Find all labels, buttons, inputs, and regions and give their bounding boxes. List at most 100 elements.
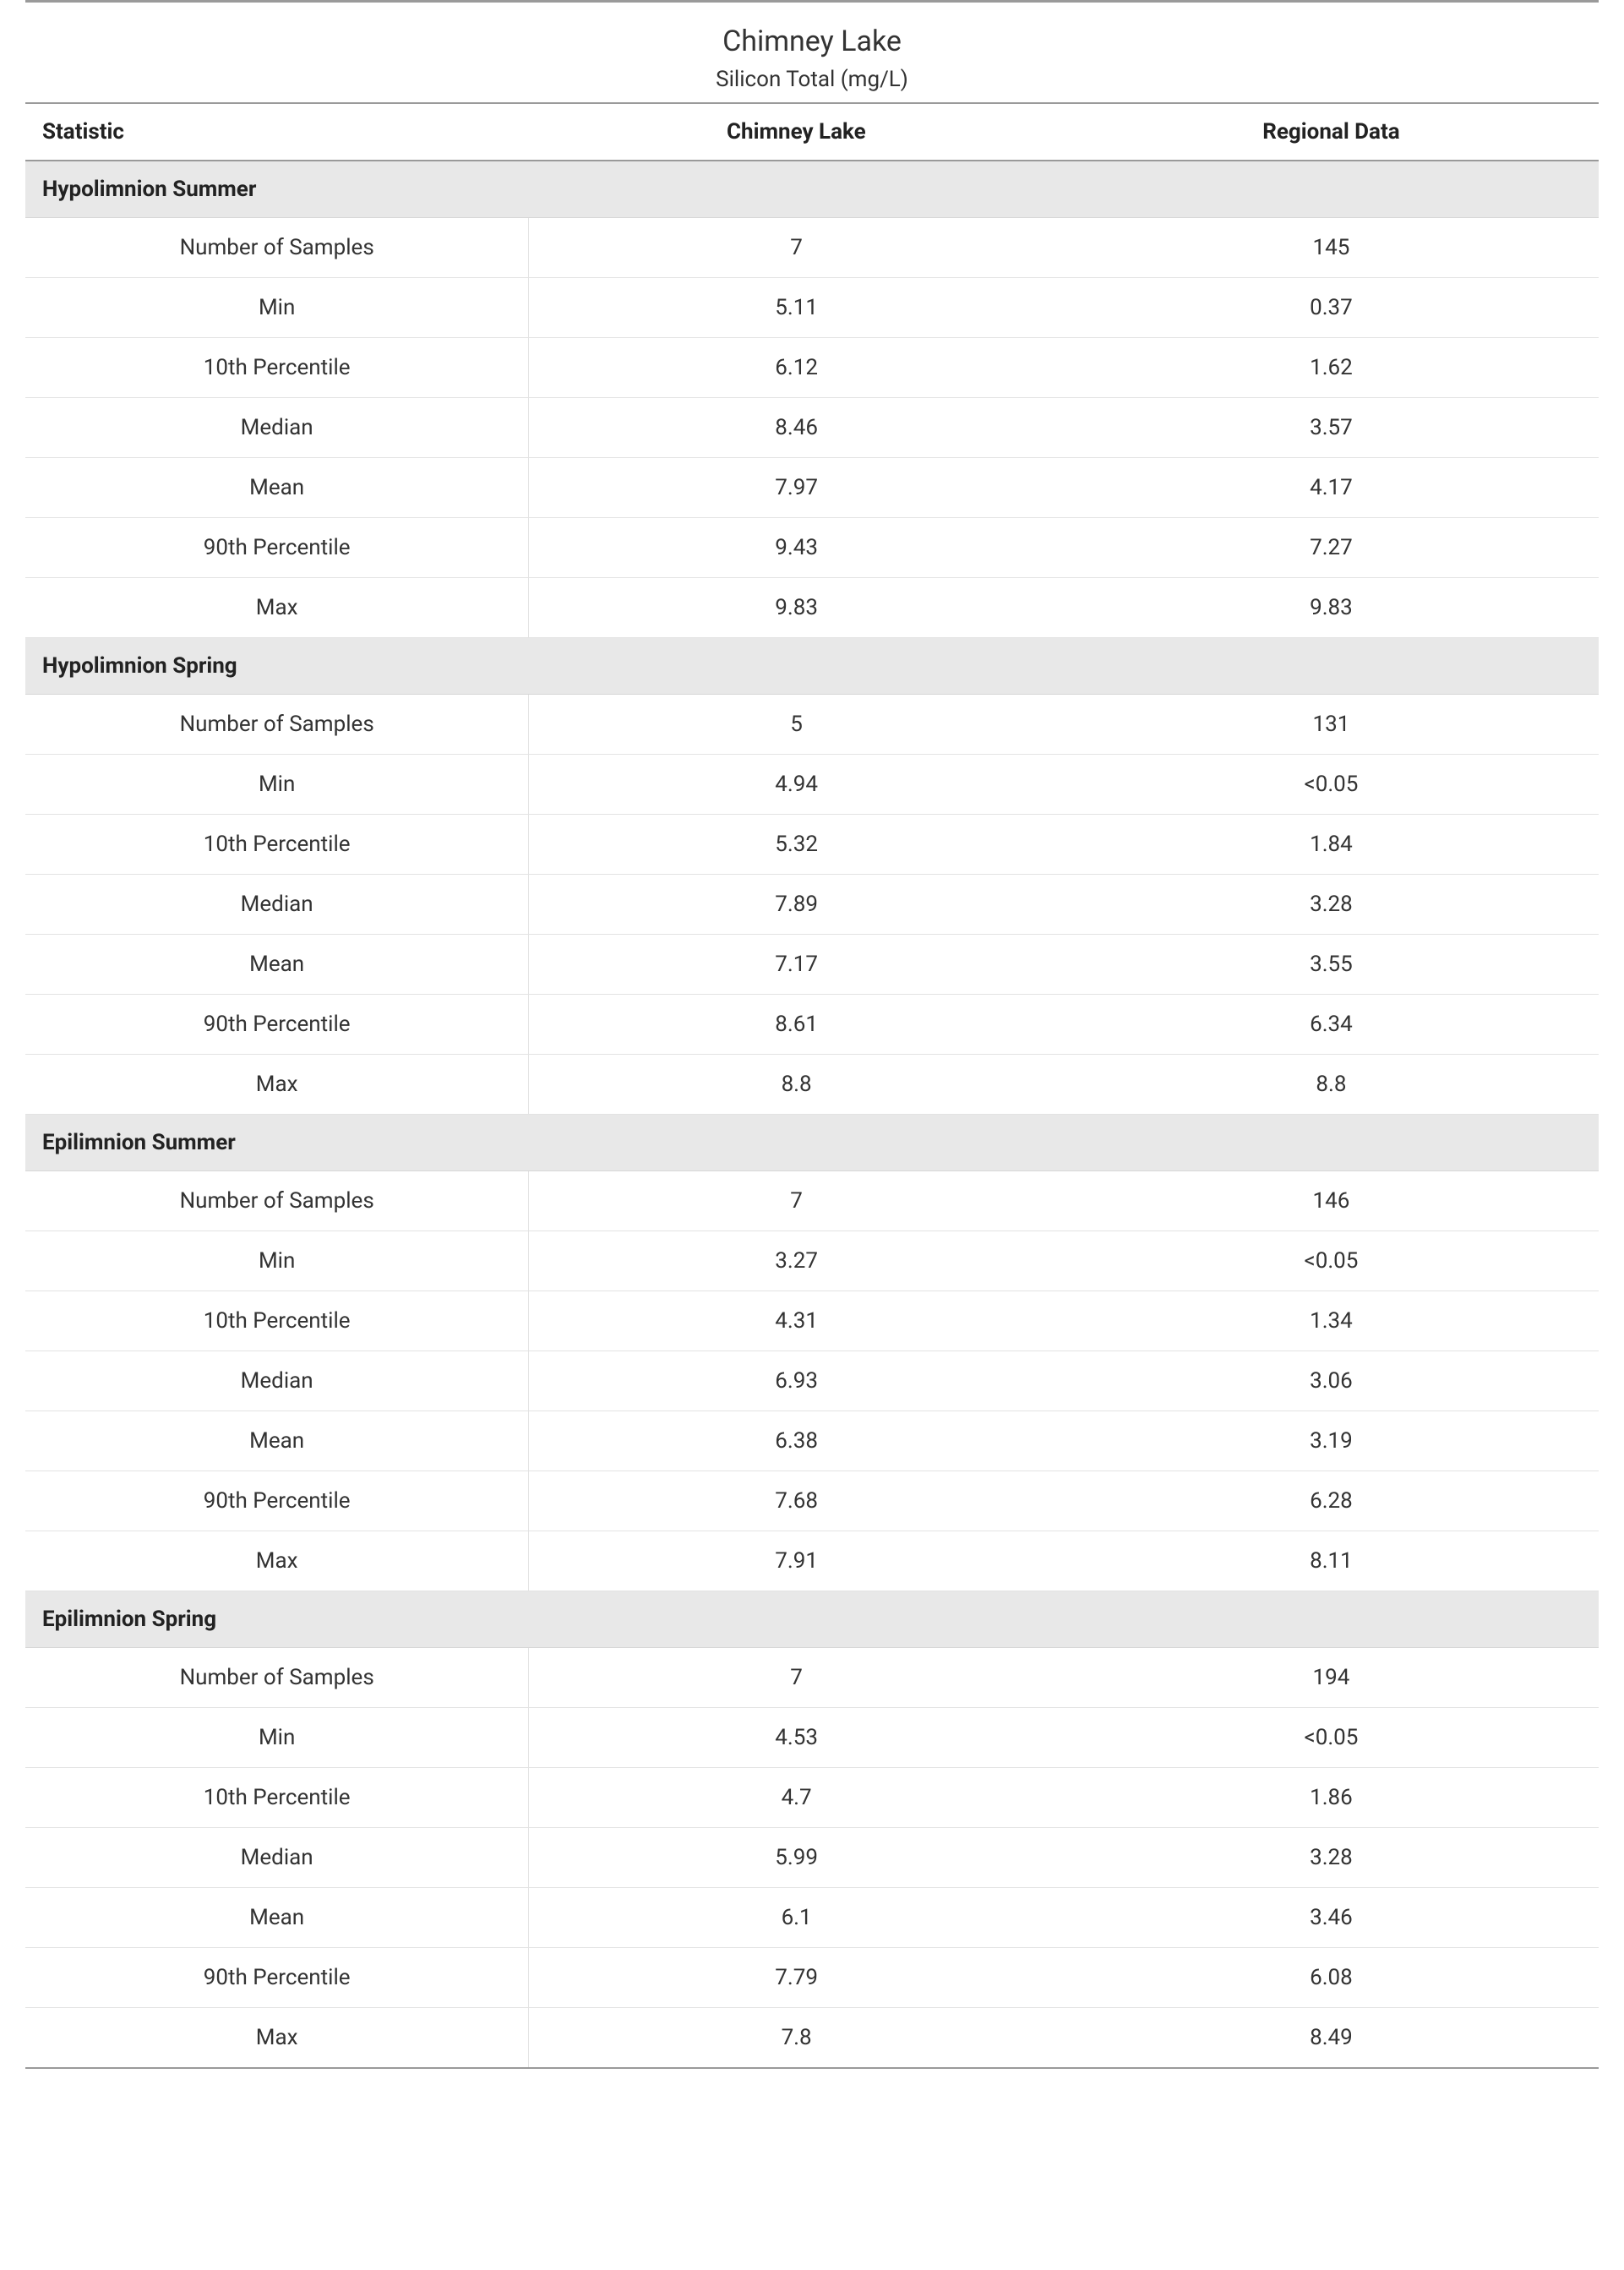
stat-label-cell: Mean — [25, 935, 529, 995]
table-row: 90th Percentile7.686.28 — [25, 1471, 1599, 1531]
table-row: 10th Percentile6.121.62 — [25, 338, 1599, 398]
regional-value-cell: 8.11 — [1064, 1531, 1599, 1591]
col-header-statistic: Statistic — [25, 103, 529, 161]
page-subtitle: Silicon Total (mg/L) — [25, 67, 1599, 92]
regional-value-cell: 1.34 — [1064, 1291, 1599, 1351]
stat-label-cell: Number of Samples — [25, 695, 529, 755]
site-value-cell: 6.12 — [529, 338, 1064, 398]
site-value-cell: 7.79 — [529, 1948, 1064, 2008]
regional-value-cell: 7.27 — [1064, 518, 1599, 578]
stat-label-cell: 90th Percentile — [25, 1471, 529, 1531]
table-row: Mean6.13.46 — [25, 1888, 1599, 1948]
stat-label-cell: Min — [25, 278, 529, 338]
section-header-row: Hypolimnion Spring — [25, 638, 1599, 695]
title-block: Chimney Lake Silicon Total (mg/L) — [25, 8, 1599, 102]
regional-value-cell: 8.49 — [1064, 2008, 1599, 2069]
site-value-cell: 9.43 — [529, 518, 1064, 578]
table-row: Mean6.383.19 — [25, 1411, 1599, 1471]
regional-value-cell: 6.28 — [1064, 1471, 1599, 1531]
table-row: Min3.27<0.05 — [25, 1231, 1599, 1291]
section-header-cell: Epilimnion Summer — [25, 1115, 1599, 1171]
table-row: Mean7.974.17 — [25, 458, 1599, 518]
table-row: 10th Percentile4.311.34 — [25, 1291, 1599, 1351]
regional-value-cell: 8.8 — [1064, 1055, 1599, 1115]
site-value-cell: 8.46 — [529, 398, 1064, 458]
site-value-cell: 7 — [529, 218, 1064, 278]
stat-label-cell: 90th Percentile — [25, 518, 529, 578]
top-rule — [25, 0, 1599, 3]
stat-label-cell: 90th Percentile — [25, 995, 529, 1055]
site-value-cell: 7.68 — [529, 1471, 1064, 1531]
stat-label-cell: Max — [25, 1055, 529, 1115]
table-row: Min5.110.37 — [25, 278, 1599, 338]
stat-label-cell: Max — [25, 1531, 529, 1591]
table-row: Number of Samples7146 — [25, 1171, 1599, 1231]
section-header-cell: Hypolimnion Summer — [25, 161, 1599, 218]
regional-value-cell: 6.08 — [1064, 1948, 1599, 2008]
site-value-cell: 7.8 — [529, 2008, 1064, 2069]
regional-value-cell: 3.46 — [1064, 1888, 1599, 1948]
stat-label-cell: Number of Samples — [25, 1171, 529, 1231]
site-value-cell: 7 — [529, 1648, 1064, 1708]
stat-label-cell: Number of Samples — [25, 1648, 529, 1708]
col-header-site: Chimney Lake — [529, 103, 1064, 161]
regional-value-cell: 6.34 — [1064, 995, 1599, 1055]
site-value-cell: 7.89 — [529, 875, 1064, 935]
regional-value-cell: 194 — [1064, 1648, 1599, 1708]
table-row: Number of Samples7194 — [25, 1648, 1599, 1708]
stat-label-cell: 10th Percentile — [25, 1768, 529, 1828]
page-title: Chimney Lake — [25, 25, 1599, 58]
table-row: Max8.88.8 — [25, 1055, 1599, 1115]
regional-value-cell: 3.55 — [1064, 935, 1599, 995]
site-value-cell: 5.99 — [529, 1828, 1064, 1888]
site-value-cell: 4.31 — [529, 1291, 1064, 1351]
regional-value-cell: 1.86 — [1064, 1768, 1599, 1828]
stat-label-cell: Mean — [25, 458, 529, 518]
regional-value-cell: 9.83 — [1064, 578, 1599, 638]
site-value-cell: 7.91 — [529, 1531, 1064, 1591]
regional-value-cell: 0.37 — [1064, 278, 1599, 338]
site-value-cell: 8.61 — [529, 995, 1064, 1055]
site-value-cell: 7.17 — [529, 935, 1064, 995]
stat-label-cell: Median — [25, 1351, 529, 1411]
table-row: Min4.94<0.05 — [25, 755, 1599, 815]
table-row: Number of Samples7145 — [25, 218, 1599, 278]
table-header-row: Statistic Chimney Lake Regional Data — [25, 103, 1599, 161]
stat-label-cell: 90th Percentile — [25, 1948, 529, 2008]
stat-label-cell: 10th Percentile — [25, 338, 529, 398]
table-row: 10th Percentile5.321.84 — [25, 815, 1599, 875]
section-header-cell: Hypolimnion Spring — [25, 638, 1599, 695]
section-header-row: Epilimnion Summer — [25, 1115, 1599, 1171]
site-value-cell: 9.83 — [529, 578, 1064, 638]
stat-label-cell: 10th Percentile — [25, 815, 529, 875]
regional-value-cell: <0.05 — [1064, 1708, 1599, 1768]
stat-label-cell: Median — [25, 398, 529, 458]
stat-label-cell: Max — [25, 578, 529, 638]
stat-label-cell: Median — [25, 875, 529, 935]
regional-value-cell: 3.57 — [1064, 398, 1599, 458]
section-header-row: Hypolimnion Summer — [25, 161, 1599, 218]
col-header-regional: Regional Data — [1064, 103, 1599, 161]
stat-label-cell: Min — [25, 755, 529, 815]
table-row: Min4.53<0.05 — [25, 1708, 1599, 1768]
regional-value-cell: 145 — [1064, 218, 1599, 278]
stat-label-cell: 10th Percentile — [25, 1291, 529, 1351]
stat-label-cell: Number of Samples — [25, 218, 529, 278]
statistics-table: Statistic Chimney Lake Regional Data Hyp… — [25, 102, 1599, 2069]
stat-label-cell: Max — [25, 2008, 529, 2069]
site-value-cell: 5 — [529, 695, 1064, 755]
stat-label-cell: Mean — [25, 1411, 529, 1471]
table-row: Max7.88.49 — [25, 2008, 1599, 2069]
table-row: Number of Samples5131 — [25, 695, 1599, 755]
stat-label-cell: Mean — [25, 1888, 529, 1948]
site-value-cell: 8.8 — [529, 1055, 1064, 1115]
table-row: 10th Percentile4.71.86 — [25, 1768, 1599, 1828]
section-header-cell: Epilimnion Spring — [25, 1591, 1599, 1648]
site-value-cell: 7 — [529, 1171, 1064, 1231]
regional-value-cell: 3.19 — [1064, 1411, 1599, 1471]
table-row: Median6.933.06 — [25, 1351, 1599, 1411]
site-value-cell: 4.7 — [529, 1768, 1064, 1828]
table-row: 90th Percentile7.796.08 — [25, 1948, 1599, 2008]
table-row: Max9.839.83 — [25, 578, 1599, 638]
report-container: Chimney Lake Silicon Total (mg/L) Statis… — [0, 0, 1624, 2103]
